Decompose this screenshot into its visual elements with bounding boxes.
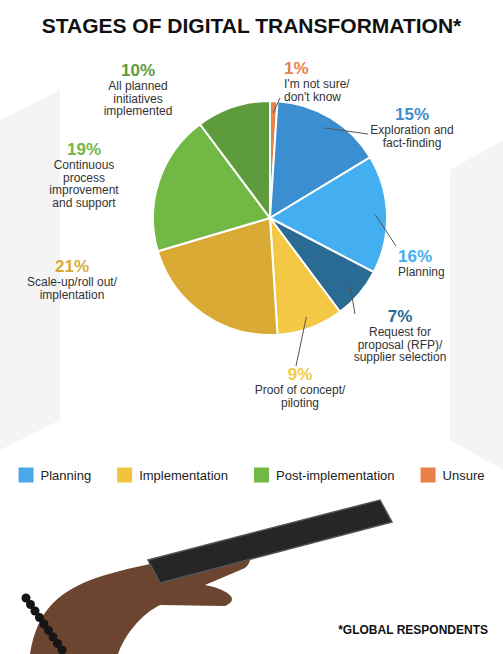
category-label: Request forproposal (RFP)/supplier selec… xyxy=(354,325,447,364)
leader-line xyxy=(273,98,280,113)
category-label: I'm not sure/don't know xyxy=(284,77,350,104)
legend-label: Planning xyxy=(41,468,92,483)
category-label-line: Planning xyxy=(398,265,445,279)
phone xyxy=(148,500,392,583)
legend-item: Unsure xyxy=(421,468,485,484)
slice xyxy=(270,218,340,335)
value-label: 21% xyxy=(55,257,89,276)
category-label: Proof of concept/piloting xyxy=(255,383,346,410)
leader-line xyxy=(350,286,355,314)
chart: STAGES OF DIGITAL TRANSFORMATION* 1%I'm n… xyxy=(0,0,503,654)
category-label: Scale-up/roll out/implentation xyxy=(27,275,118,302)
legend-swatch xyxy=(254,468,269,483)
value-label: 7% xyxy=(388,307,413,326)
value-label: 15% xyxy=(395,105,429,124)
category-label-line: piloting xyxy=(281,396,319,410)
category-label-line: implemented xyxy=(104,104,173,118)
legend-label: Implementation xyxy=(139,468,228,483)
category-label: Continuousprocessimprovementand support xyxy=(49,158,119,210)
category-label-line: fact-finding xyxy=(383,136,442,150)
background-shape xyxy=(450,140,503,470)
category-label: Exploration andfact-finding xyxy=(370,123,453,150)
legend-swatch xyxy=(117,468,132,483)
category-label-line: supplier selection xyxy=(354,350,447,364)
category-label-line: don't know xyxy=(284,90,341,104)
category-label: Planning xyxy=(398,265,445,279)
category-label-line: and support xyxy=(52,196,116,210)
legend-label: Post-implementation xyxy=(276,468,395,483)
illustration xyxy=(22,500,393,654)
legend-label: Unsure xyxy=(443,468,485,483)
category-label-line: implentation xyxy=(40,288,105,302)
legend-swatch xyxy=(19,468,34,483)
category-label: All plannedinitiativesimplemented xyxy=(104,79,173,118)
pie xyxy=(153,101,387,335)
legend-item: Implementation xyxy=(117,468,228,484)
legend-item: Post-implementation xyxy=(254,468,395,484)
data-labels: 1%I'm not sure/don't know 15%Exploration … xyxy=(27,59,454,410)
value-label: 9% xyxy=(288,365,313,384)
leader-line xyxy=(325,128,368,134)
title: STAGES OF DIGITAL TRANSFORMATION* xyxy=(42,14,462,37)
leader-line xyxy=(375,215,396,246)
legend: Planning Implementation Post-implementatio… xyxy=(19,468,485,484)
bracelet-bead xyxy=(58,646,67,654)
value-label: 16% xyxy=(398,247,432,266)
leader-line xyxy=(296,317,306,366)
legend-swatch xyxy=(421,468,436,483)
value-label: 19% xyxy=(67,140,101,159)
value-label: 10% xyxy=(121,61,155,80)
footnote: *GLOBAL RESPONDENTS xyxy=(338,623,488,637)
slice xyxy=(200,101,270,218)
background-shape xyxy=(0,90,60,450)
legend-item: Planning xyxy=(19,468,92,484)
value-label: 1% xyxy=(284,59,309,78)
